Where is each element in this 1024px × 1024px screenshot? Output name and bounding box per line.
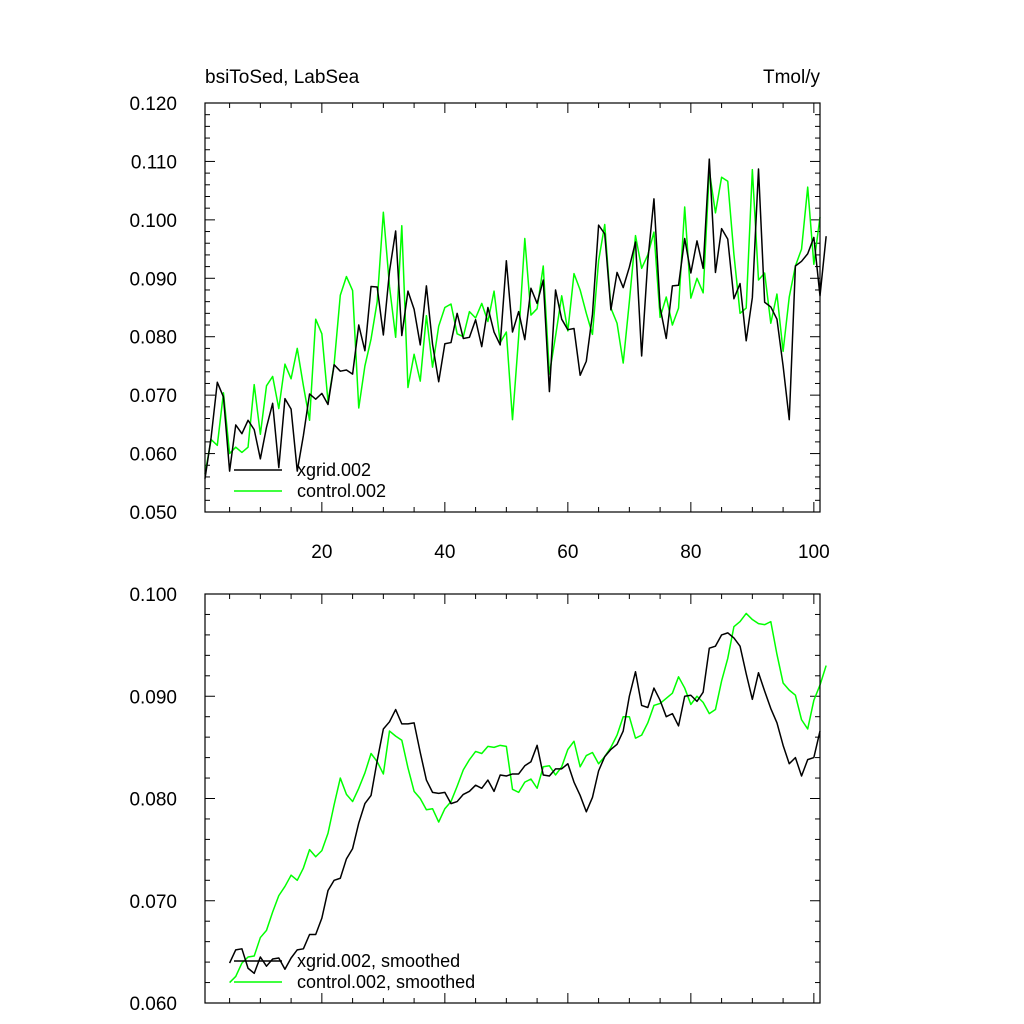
top-x-tick-label: 20 [311, 542, 332, 563]
top-y-tick-label: 0.080 [129, 328, 177, 349]
bottom-y-tick-labels: 0.060 0.070 0.080 0.090 0.100 [129, 585, 177, 1015]
top-y-tick-label: 0.090 [129, 269, 177, 290]
legend-label-control-smoothed: control.002, smoothed [297, 972, 475, 992]
legend-label-xgrid: xgrid.002 [297, 460, 371, 480]
top-plot-panel: bsiToSed, LabSea Tmol/y 0.0500.0600.0700… [129, 67, 829, 563]
top-x-tick-label: 80 [680, 542, 701, 563]
bottom-series-line-xgrid-002-smoothed [228, 632, 821, 975]
units-label: Tmol/y [763, 67, 821, 88]
bottom-y-tick-label: 0.070 [129, 892, 177, 913]
top-series-line-xgrid-002 [204, 158, 827, 479]
top-y-tick-label: 0.100 [129, 211, 177, 232]
bottom-y-tick-label: 0.090 [129, 687, 177, 708]
bottom-series-group [228, 612, 827, 984]
bottom-series-line-control-002-smoothed [229, 612, 827, 984]
bottom-plot-panel: 0.060 0.070 0.080 0.090 0.100 xgrid.002, smo… [129, 585, 827, 1015]
top-plot-frame [204, 102, 821, 513]
bottom-plot-frame [204, 593, 821, 1004]
top-x-tick-label: 40 [434, 542, 455, 563]
bottom-y-tick-label: 0.060 [129, 994, 177, 1015]
bottom-y-tick-label: 0.100 [129, 585, 177, 606]
bottom-y-tick-label: 0.080 [129, 790, 177, 811]
top-y-tick-label: 0.070 [129, 386, 177, 407]
top-y-tick-label: 0.120 [129, 94, 177, 115]
top-y-tick-label: 0.060 [129, 445, 177, 466]
top-legend: xgrid.002 control.002 [234, 460, 386, 501]
chart-title: bsiToSed, LabSea [205, 67, 360, 88]
bottom-axis-ticks [205, 593, 820, 1004]
top-x-tick-labels: 20 40 60 80 100 [311, 542, 829, 563]
top-axis-ticks [205, 102, 820, 513]
top-y-tick-label: 0.050 [129, 503, 177, 524]
top-series-group [204, 158, 827, 479]
top-x-tick-label: 60 [557, 542, 578, 563]
top-y-tick-label: 0.110 [131, 152, 177, 173]
top-y-tick-labels: 0.050 0.060 0.070 0.080 0.090 0.100 0.110 0.120 [129, 94, 177, 524]
top-x-tick-label: 100 [798, 542, 830, 563]
legend-label-control: control.002 [297, 481, 386, 501]
bottom-legend: xgrid.002, smoothed control.002, smoothe… [234, 951, 475, 992]
legend-label-xgrid-smoothed: xgrid.002, smoothed [297, 951, 460, 971]
